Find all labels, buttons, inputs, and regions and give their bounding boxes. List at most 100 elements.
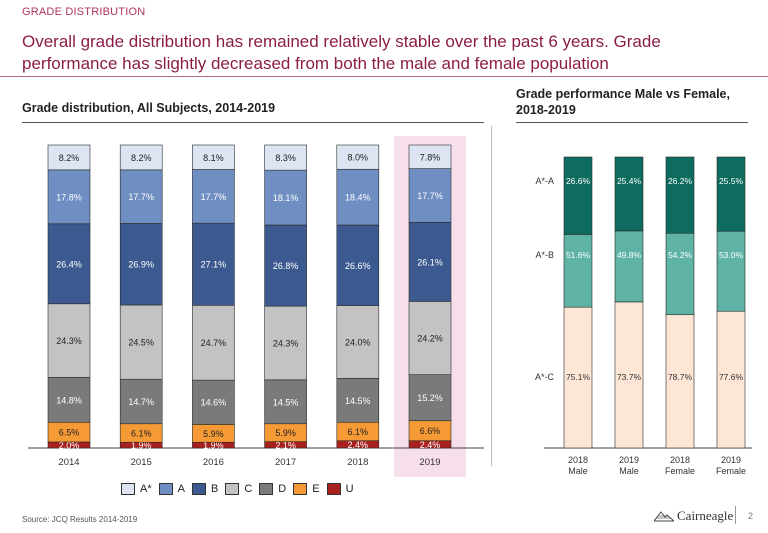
x-tick-label: 2015 (131, 457, 152, 468)
page-number: 2 (748, 511, 754, 521)
legend-item: C (225, 483, 252, 495)
data-label: 1.9% (131, 441, 152, 451)
data-label: 26.1% (417, 257, 443, 267)
legend-item: U (326, 483, 354, 495)
data-label: 14.5% (273, 397, 299, 407)
bar-segment-d (336, 378, 380, 423)
right-chart-title: Grade performance Male vs Female, 2018-2… (516, 87, 730, 117)
bar-segment-b (336, 224, 380, 306)
legend-label: A* (140, 483, 152, 495)
bar-segment-a-star (47, 144, 91, 171)
bar-segment-b (119, 223, 163, 306)
data-label: 2.1% (275, 440, 296, 450)
data-label: 27.1% (201, 260, 227, 270)
bar-segment-d (192, 379, 235, 425)
bar-segment-b (264, 224, 307, 307)
data-label: 5.9% (203, 429, 224, 439)
right-title-underline (516, 122, 748, 123)
panel-divider (491, 126, 492, 466)
data-label: 26.4% (56, 259, 82, 269)
bar-segment-a (47, 169, 91, 225)
bar-segment-d (264, 379, 307, 425)
mountain-logo-icon (654, 511, 674, 522)
data-label: 17.7% (417, 191, 443, 201)
data-label: 8.2% (59, 153, 80, 163)
data-label: 18.4% (345, 193, 371, 203)
data-label: 6.6% (420, 426, 441, 436)
bar-segment-d (119, 378, 163, 425)
chart-legend: A* A B C D E U (121, 482, 361, 496)
left-title-underline (22, 122, 484, 123)
x-tick-label: 2018 (347, 457, 368, 468)
data-label: 8.2% (131, 153, 152, 163)
bar-segment-d (408, 374, 452, 422)
bar-segment-c (336, 305, 380, 379)
legend-label: U (345, 483, 354, 495)
legend-swatch (293, 483, 308, 495)
legend-swatch (225, 483, 240, 495)
data-label: 6.5% (59, 428, 80, 438)
data-label: 18.1% (273, 193, 299, 203)
data-label: 24.5% (128, 338, 154, 348)
data-label: 14.6% (201, 398, 227, 408)
data-label: 8.0% (348, 153, 369, 163)
x-tick-label: 2017 (275, 457, 296, 468)
legend-label: C (244, 483, 253, 495)
bar-segment-c (47, 303, 91, 378)
bar-segment-c (192, 304, 235, 381)
header-rule (0, 76, 768, 77)
legend-item: A (158, 483, 185, 495)
bar-segment-a (192, 169, 235, 224)
data-label: 17.7% (201, 192, 227, 202)
data-label: 24.3% (56, 336, 82, 346)
section-label: GRADE DISTRIBUTION (22, 6, 146, 18)
data-label: 17.8% (56, 192, 82, 202)
data-label: 24.0% (345, 337, 371, 347)
data-label: 8.3% (275, 153, 296, 163)
legend-swatch (191, 483, 206, 495)
data-label: 14.7% (128, 397, 154, 407)
bar-segment-a (119, 169, 163, 224)
data-label: 24.3% (273, 339, 299, 349)
bar-segment-a-star (264, 144, 307, 171)
legend-swatch (158, 483, 173, 495)
legend-swatch (121, 483, 135, 495)
logo-text: Cairneagle (677, 508, 734, 523)
legend-label: D (278, 483, 287, 495)
data-label: 6.1% (348, 427, 369, 437)
legend-label: E (312, 483, 320, 495)
data-label: 26.6% (345, 261, 371, 271)
x-tick-label: 2014 (58, 457, 79, 468)
data-label: 7.8% (420, 152, 441, 162)
bar-segment-d (47, 377, 91, 423)
bar-segment-c (119, 304, 163, 380)
legend-label: A (177, 483, 185, 495)
data-label: 2.0% (59, 440, 80, 450)
data-label: 17.7% (128, 192, 154, 202)
data-label: 5.9% (275, 428, 296, 438)
bar-segment-a-star (192, 144, 235, 170)
bar-segment-a-star (336, 144, 380, 170)
legend-label: B (210, 483, 219, 495)
data-label: 24.7% (201, 338, 227, 348)
data-label: 8.1% (203, 153, 224, 163)
company-logo: Cairneagle (654, 508, 733, 524)
data-label: 2.4% (348, 440, 369, 450)
legend-item: D (259, 483, 286, 495)
legend-swatch (259, 483, 274, 495)
data-label: 15.2% (417, 393, 443, 403)
bar-segment-c (264, 305, 307, 381)
legend-item: E (293, 483, 320, 495)
x-tick-label: 2016 (203, 457, 224, 468)
source-note: Source: JCQ Results 2014-2019 (22, 515, 138, 524)
data-label: 14.5% (345, 396, 371, 406)
legend-item: A* (121, 483, 152, 495)
bar-segment-b (192, 222, 235, 306)
bar-segment-b (47, 223, 91, 305)
bar-segment-c (408, 301, 452, 375)
bar-segment-a-star (119, 144, 163, 171)
data-label: 26.9% (128, 260, 154, 270)
data-label: 1.9% (203, 441, 224, 451)
x-tick-label: 2019 (419, 457, 440, 468)
